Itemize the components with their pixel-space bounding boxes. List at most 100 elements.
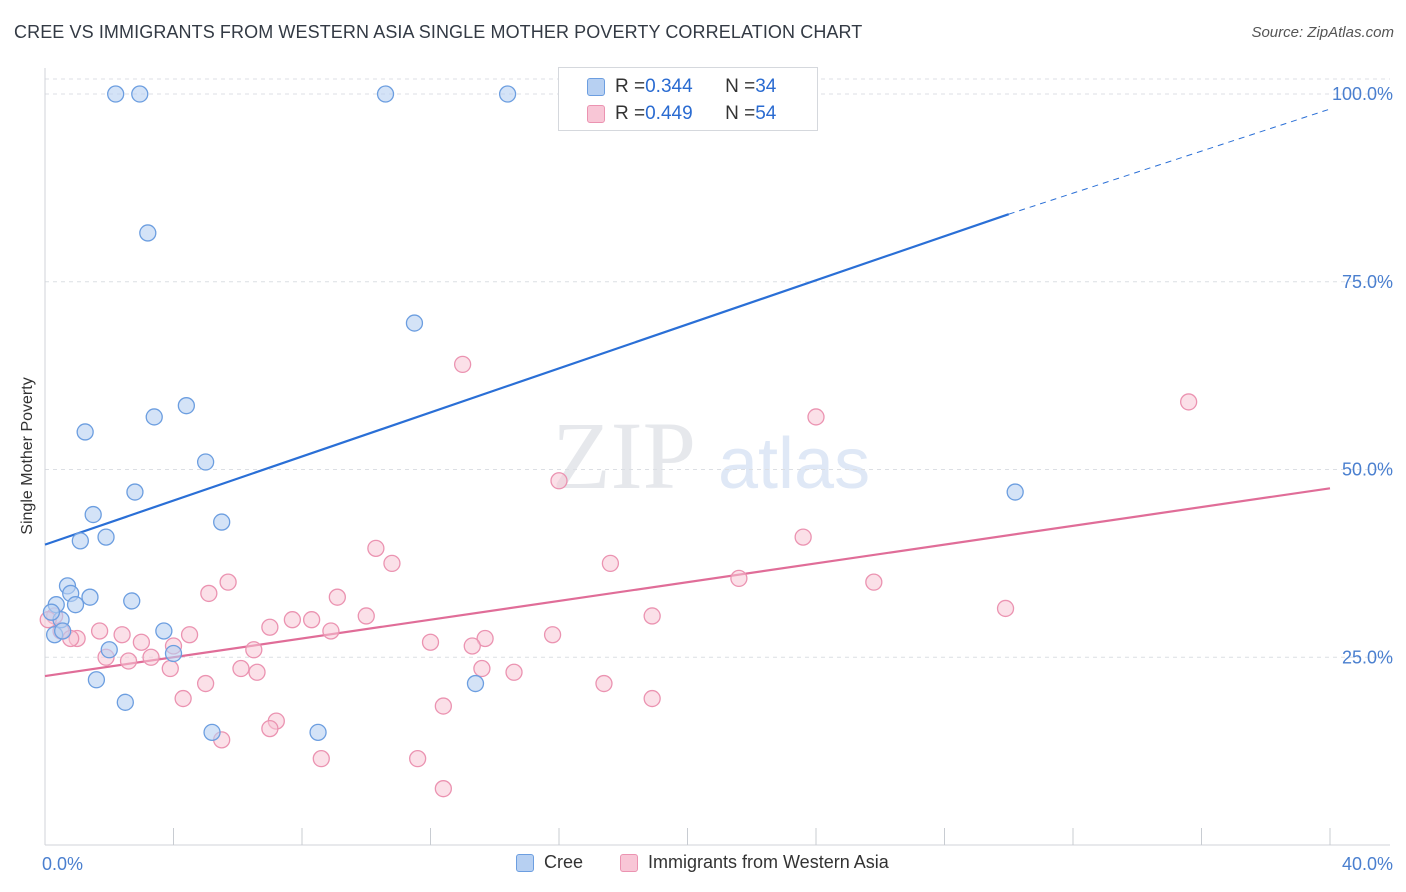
western-asia-trend-line	[44, 487, 1331, 678]
cree-point	[126, 483, 144, 501]
western-asia-point	[302, 611, 321, 629]
western-asia-point	[312, 749, 330, 768]
cree-point	[139, 224, 157, 242]
stats-box: R = 0.344 N = 34 R = 0.449 N = 54	[558, 67, 818, 131]
western-asia-point	[248, 663, 266, 681]
western-asia-point	[595, 674, 613, 693]
tick-labels: 25.0% 50.0% 75.0% 100.0% 0.0% 40.0%	[42, 84, 1393, 874]
r-value: 0.344	[645, 76, 693, 97]
watermark: ZIP atlas	[552, 402, 870, 509]
x-tick-label: 0.0%	[42, 854, 83, 874]
cree-point	[42, 603, 61, 621]
cree-point	[376, 85, 395, 103]
n-value: 34	[755, 76, 777, 97]
cree-point	[71, 532, 89, 550]
western-asia-point	[261, 719, 279, 738]
western-asia-point	[643, 689, 661, 708]
cree-point	[498, 85, 517, 103]
cree-point	[405, 314, 424, 332]
cree-swatch	[516, 853, 534, 872]
x-tick-label: 40.0%	[1342, 854, 1393, 874]
legend-item-cree[interactable]: Cree	[516, 852, 583, 873]
western-asia-point	[132, 633, 151, 651]
cree-point	[76, 423, 94, 441]
cree-point	[164, 644, 183, 663]
source-credit: Source: ZipAtlas.com	[1251, 24, 1394, 41]
western-asia-point	[383, 554, 401, 573]
r-value: 0.449	[645, 103, 693, 124]
trend-lines	[44, 108, 1331, 678]
cree-point	[203, 723, 221, 742]
western-asia-point	[174, 689, 192, 708]
western-asia-point	[357, 607, 375, 625]
western-asia-point	[473, 659, 491, 678]
cree-point	[1006, 483, 1024, 501]
cree-point	[116, 693, 134, 711]
n-label: N =	[725, 103, 756, 124]
legend-label: Immigrants from Western Asia	[648, 852, 889, 872]
western-asia-swatch	[587, 105, 605, 123]
western-asia-point	[865, 573, 883, 591]
y-tick-label: 100.0%	[1332, 84, 1393, 104]
y-tick-label: 75.0%	[1342, 272, 1393, 292]
western-asia-swatch	[620, 853, 638, 872]
cree-point	[177, 397, 196, 415]
cree-swatch	[587, 78, 605, 96]
watermark-atlas: atlas	[718, 424, 870, 504]
western-asia-point	[283, 611, 302, 629]
cree-point	[100, 641, 118, 659]
western-asia-point	[434, 697, 453, 715]
western-asia-point	[601, 554, 620, 573]
cree-point	[123, 592, 141, 610]
western-asia-point	[463, 637, 481, 655]
western-asia-point	[730, 569, 748, 588]
cree-point	[145, 408, 163, 426]
western-asia-point	[200, 584, 218, 603]
legend-label: Cree	[544, 852, 584, 872]
western-asia-point	[219, 573, 237, 591]
data-points	[39, 85, 1198, 798]
western-asia-point	[476, 629, 494, 648]
n-label: N =	[725, 76, 756, 97]
stats-row-cree: R = 0.344 N = 34	[559, 74, 776, 100]
western-asia-point	[322, 622, 340, 640]
western-asia-point	[161, 659, 179, 678]
cree-point	[466, 674, 485, 693]
western-asia-point	[434, 780, 453, 798]
cree-point	[107, 85, 125, 103]
western-asia-point	[543, 626, 562, 644]
grid-lines	[45, 78, 1390, 658]
western-asia-point	[261, 618, 279, 636]
western-asia-point	[408, 749, 427, 768]
cree-point	[81, 588, 99, 606]
cree-point	[87, 671, 106, 689]
cree-point	[66, 596, 85, 614]
western-asia-point	[196, 674, 215, 693]
legend-item-western-asia[interactable]: Immigrants from Western Asia	[620, 852, 889, 873]
cree-point	[131, 85, 149, 103]
cree-point	[97, 528, 115, 546]
western-asia-point	[1180, 393, 1198, 411]
western-asia-point	[643, 607, 661, 625]
western-asia-point	[113, 626, 131, 644]
western-asia-point	[505, 663, 523, 681]
western-asia-point	[453, 355, 472, 374]
cree-point	[54, 622, 72, 640]
western-asia-point	[807, 408, 825, 426]
watermark-zip: ZIP	[552, 402, 696, 509]
western-asia-point	[996, 599, 1015, 618]
cree-point	[213, 513, 231, 531]
western-asia-point	[119, 652, 138, 670]
r-label: R =	[615, 103, 646, 124]
axes	[44, 68, 1390, 846]
chart-title: CREE VS IMMIGRANTS FROM WESTERN ASIA SIN…	[14, 22, 863, 42]
western-asia-point	[421, 633, 440, 651]
western-asia-point	[232, 659, 250, 678]
y-tick-label: 25.0%	[1342, 647, 1393, 667]
western-asia-point	[328, 588, 346, 606]
western-asia-point	[142, 648, 160, 666]
cree-trend-extension	[1008, 108, 1331, 215]
stats-row-western-asia: R = 0.449 N = 54	[559, 101, 776, 127]
cree-point	[155, 622, 173, 640]
